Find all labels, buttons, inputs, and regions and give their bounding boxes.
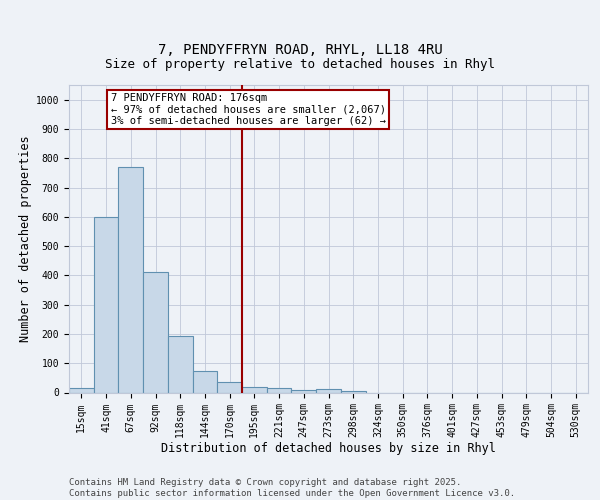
Bar (143, 272, 168, 392)
Bar (242, 387, 267, 392)
Text: Contains HM Land Registry data © Crown copyright and database right 2025.
Contai: Contains HM Land Registry data © Crown c… (69, 478, 515, 498)
Text: Size of property relative to detached houses in Rhyl: Size of property relative to detached ho… (105, 58, 495, 71)
Bar (316, 388, 341, 392)
Bar (267, 388, 292, 392)
Bar (69, 388, 94, 392)
Text: 7 PENDYFFRYN ROAD: 176sqm
← 97% of detached houses are smaller (2,067)
3% of sem: 7 PENDYFFRYN ROAD: 176sqm ← 97% of detac… (110, 92, 386, 126)
Y-axis label: Number of detached properties: Number of detached properties (19, 136, 32, 342)
Bar (118, 167, 143, 392)
Bar (168, 336, 193, 392)
X-axis label: Distribution of detached houses by size in Rhyl: Distribution of detached houses by size … (161, 442, 496, 454)
Bar (217, 382, 242, 392)
Bar (94, 217, 118, 392)
Bar (193, 370, 217, 392)
Text: 7, PENDYFFRYN ROAD, RHYL, LL18 4RU: 7, PENDYFFRYN ROAD, RHYL, LL18 4RU (158, 44, 442, 58)
Bar (341, 391, 365, 392)
Bar (292, 390, 316, 392)
